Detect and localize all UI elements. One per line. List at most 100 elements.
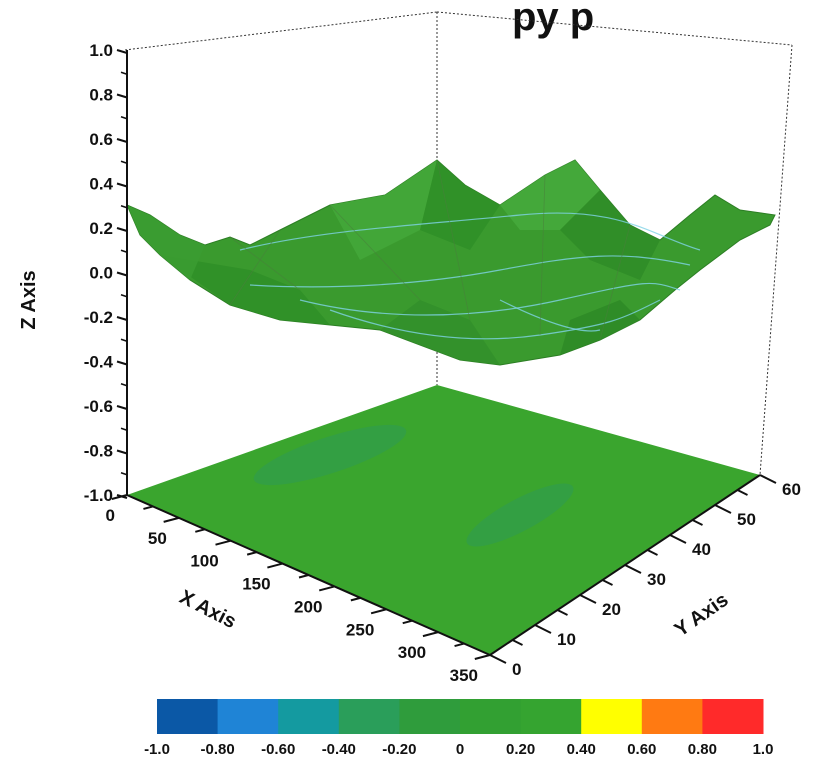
z-tick-label: -0.6 — [84, 397, 113, 416]
x-minor-tick — [402, 619, 413, 625]
surface-facet — [560, 300, 640, 355]
surface-mesh-line — [539, 174, 546, 336]
z-tick — [116, 227, 128, 232]
z-tick — [116, 182, 128, 188]
x-tick — [215, 539, 231, 546]
x-tick — [111, 494, 128, 500]
x-minor-tick — [298, 574, 309, 579]
surface-contour-line — [299, 282, 681, 316]
colorbar-swatch — [217, 699, 279, 734]
y-tick-label: 40 — [692, 540, 711, 559]
z-minor-tick — [120, 160, 128, 164]
colorbar-swatch — [338, 699, 400, 734]
z-tick-label: -1.0 — [84, 486, 113, 505]
y-tick — [579, 594, 597, 604]
floor-contour-plane — [127, 385, 760, 655]
z-tick-label: 1.0 — [89, 41, 113, 60]
y-minor-tick — [647, 549, 658, 556]
colorbar-swatch — [460, 699, 522, 734]
y-tick-label: 30 — [647, 570, 666, 589]
colorbar-swatch — [581, 699, 643, 734]
z-minor-tick — [120, 249, 128, 253]
x-tick — [163, 516, 180, 523]
colorbar-swatch — [278, 699, 340, 734]
z-minor-tick — [120, 427, 128, 431]
x-tick-label: 0 — [106, 506, 115, 525]
x-minor-tick — [246, 551, 257, 556]
surface-mesh-line — [229, 236, 301, 291]
x-tick-label: 200 — [294, 597, 322, 616]
surface-mesh-line — [329, 204, 421, 301]
z-minor-tick — [120, 338, 128, 342]
colorbar-label: 0.60 — [627, 741, 656, 758]
colorbar-label: -0.40 — [322, 741, 356, 758]
x-minor-tick — [350, 596, 361, 602]
box-edge-back-left — [124, 11, 438, 51]
z-tick-label: 0.0 — [89, 264, 113, 283]
z-minor-tick — [120, 71, 128, 75]
x-tick-label: 250 — [346, 620, 374, 639]
axes: 1.00.80.60.40.20.0-0.2-0.4-0.6-0.8-1.005… — [84, 41, 801, 685]
z-tick-label: -0.2 — [84, 308, 113, 327]
y-minor-tick — [602, 579, 613, 586]
box-edge-back-right — [436, 11, 793, 46]
y-minor-tick — [692, 519, 703, 526]
colorbar-label: -0.20 — [382, 741, 416, 758]
surface-mesh-line — [599, 224, 631, 341]
floor-contour-blob — [466, 483, 574, 547]
x-tick-label: 300 — [398, 643, 426, 662]
colorbar-label: 0 — [456, 741, 464, 758]
z-tick — [116, 49, 128, 54]
y-tick — [669, 534, 687, 544]
z-tick — [116, 271, 128, 277]
z-tick-label: 0.4 — [89, 175, 113, 194]
surface-facet — [127, 205, 205, 280]
bounding-box — [124, 11, 793, 476]
colorbar-label: -1.0 — [144, 741, 170, 758]
x-tick-label: 350 — [450, 666, 478, 685]
surface-facet — [420, 160, 500, 250]
y-tick — [714, 504, 732, 514]
z-tick-label: -0.4 — [84, 353, 114, 372]
z-tick — [116, 360, 128, 366]
z-tick — [116, 316, 128, 321]
y-tick — [759, 474, 777, 484]
x-minor-tick — [454, 642, 465, 648]
surface-mesh-line — [436, 159, 471, 321]
z-minor-tick — [120, 472, 128, 476]
colorbar-swatch — [157, 699, 219, 734]
colorbar-label: 0.80 — [688, 741, 717, 758]
x-tick — [318, 585, 335, 592]
y-tick — [489, 654, 507, 664]
colorbar-label: -0.80 — [200, 741, 234, 758]
chart-title-partial: py p — [512, 0, 594, 39]
colorbar-label: 1.0 — [753, 741, 774, 758]
x-axis-title: X Axis — [176, 586, 240, 633]
x-tick-label: 50 — [148, 529, 167, 548]
colorbar-swatch — [399, 699, 461, 734]
surface-mesh — [126, 159, 776, 366]
x-tick — [474, 654, 491, 660]
surface-facet — [560, 190, 660, 280]
z-tick-label: 0.6 — [89, 130, 113, 149]
x-tick — [422, 631, 439, 638]
box-edge-right-vertical — [759, 44, 793, 476]
z-minor-tick — [120, 116, 128, 120]
y-minor-tick — [512, 639, 523, 646]
surface-facet — [330, 160, 437, 260]
colorbar-label: 0.20 — [506, 741, 535, 758]
y-tick — [534, 624, 552, 634]
surface-contour-line — [249, 255, 691, 288]
y-minor-tick — [557, 609, 568, 616]
y-tick — [624, 564, 642, 574]
z-tick — [116, 449, 128, 455]
colorbar-label: 0.40 — [567, 741, 596, 758]
colorbar-swatch — [702, 699, 764, 734]
surface-facet — [160, 255, 330, 325]
z-minor-tick — [120, 205, 128, 209]
surface-contour-line — [499, 299, 601, 332]
colorbar-swatch — [520, 699, 582, 734]
colorbar-swatch — [641, 699, 703, 734]
